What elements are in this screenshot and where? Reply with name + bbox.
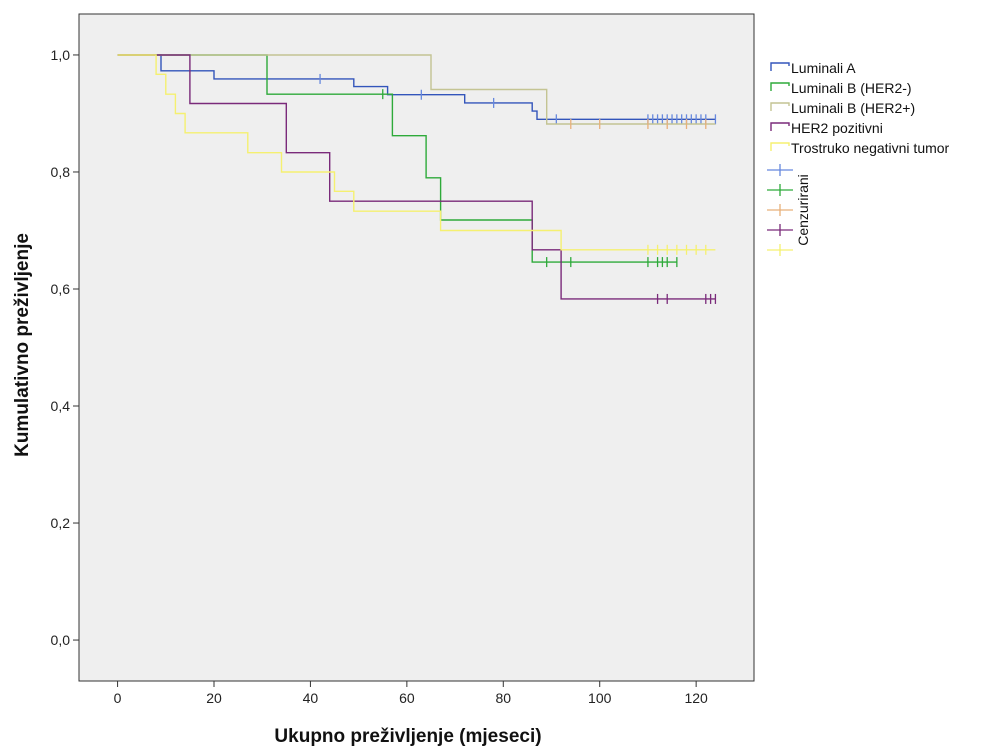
plot-area [78,13,755,682]
x-tick-label: 20 [206,690,222,706]
y-tick-label: 0,8 [51,164,71,180]
y-tick-label: 0,4 [51,398,71,414]
legend-swatch [770,82,790,91]
y-axis-title: Kumulativno preživljenje [12,233,33,457]
legend-entry: Luminali B (HER2-) [791,80,912,96]
legend-swatch [770,102,790,111]
x-tick-label: 120 [684,690,708,706]
axes-layer: 0 20 40 60 80 100 120 0,0 0,2 0,4 0,6 0,8 1,0 [51,47,709,706]
series-2 [117,54,716,129]
legend: Luminali A Luminali B (HER2-) Luminali B (… [767,60,950,256]
legend-swatch [770,122,790,131]
x-tick-label: 80 [495,690,511,706]
x-tick-label: 40 [303,690,319,706]
survival-line [117,54,716,125]
survival-line [117,54,716,251]
legend-entry: Luminali B (HER2+) [791,100,915,116]
series-layer [117,54,717,304]
x-tick-label: 60 [399,690,415,706]
censored-label: Cenzurirani [795,174,811,246]
legend-entry: Luminali A [791,60,856,76]
legend-entry: Trostruko negativni tumor [791,140,950,156]
legend-entry: HER2 pozitivni [791,120,883,136]
y-tick-label: 0,2 [51,515,71,531]
x-tick-label: 100 [588,690,612,706]
legend-swatch [770,62,790,71]
y-tick-label: 1,0 [51,47,71,63]
series-4 [117,54,716,255]
legend-swatch [770,142,790,151]
y-tick-label: 0,0 [51,632,71,648]
x-tick-label: 0 [114,690,122,706]
x-axis-title: Ukupno preživljenje (mjeseci) [274,726,541,747]
y-tick-label: 0,6 [51,281,71,297]
